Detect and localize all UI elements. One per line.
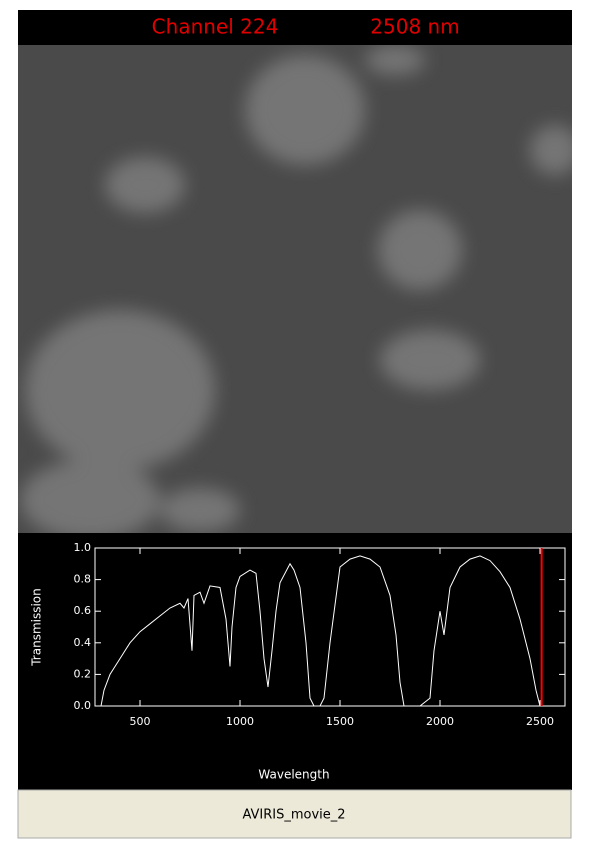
x-axis-label: Wavelength	[258, 768, 329, 782]
header-bar	[18, 10, 572, 45]
y-tick-label: 0.6	[74, 604, 92, 617]
y-tick-label: 1.0	[74, 541, 92, 554]
y-axis-label: Transmission	[30, 588, 44, 667]
x-tick-label: 1500	[326, 715, 354, 728]
y-tick-label: 0.8	[74, 573, 92, 586]
window: Channel 224 2508 nm Wavelength Transmiss…	[0, 0, 589, 839]
page: Channel 224 2508 nm Wavelength Transmiss…	[0, 0, 589, 843]
y-tick-label: 0.0	[74, 699, 92, 712]
channel-label: Channel 224	[152, 15, 279, 39]
y-tick-label: 0.4	[74, 636, 92, 649]
y-tick-label: 0.2	[74, 667, 92, 680]
x-tick-label: 1000	[226, 715, 254, 728]
satellite-image	[18, 45, 580, 540]
x-tick-label: 2000	[426, 715, 454, 728]
x-tick-label: 500	[130, 715, 151, 728]
x-tick-label: 2500	[526, 715, 554, 728]
wavelength-label: 2508 nm	[370, 15, 459, 39]
caption: AVIRIS_movie_2	[242, 808, 345, 823]
